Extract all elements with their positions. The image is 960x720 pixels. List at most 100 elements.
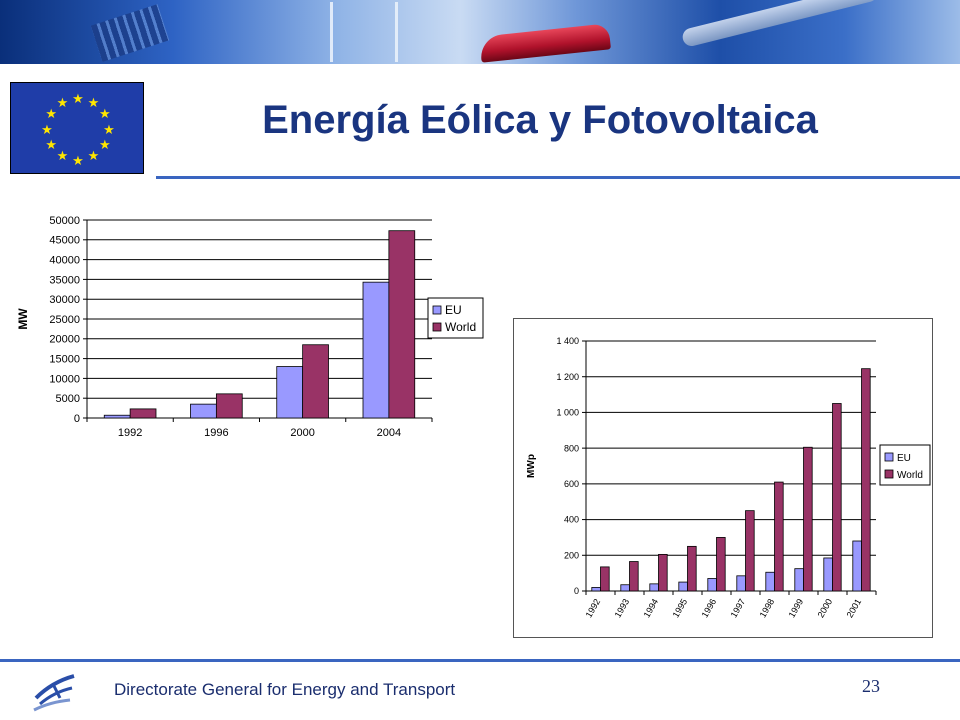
bar-world-1994 [658, 553, 668, 592]
y-tick-label: 20000 [49, 334, 80, 346]
legend-label-eu: EU [897, 453, 911, 464]
bar-eu-1995 [678, 581, 688, 592]
y-tick-label: 25000 [49, 314, 80, 326]
eu-flag-star-icon: ★ [45, 106, 57, 121]
x-tick-label: 2004 [377, 427, 401, 439]
chart-legend: EU World [879, 444, 931, 486]
bar-eu-1994 [649, 583, 659, 592]
bar-eu-1993 [620, 584, 630, 592]
y-tick-label: 1 400 [556, 336, 579, 346]
x-tick-label: 1999 [787, 597, 806, 619]
legend-label-world: World [445, 320, 476, 334]
bar-eu-1992 [591, 587, 601, 592]
bar-eu-1999 [794, 568, 804, 592]
bar-eu-2000 [276, 366, 304, 419]
bar-world-1996 [716, 537, 726, 592]
y-tick-label: 45000 [49, 235, 80, 247]
eu-flag-star-icon: ★ [45, 137, 57, 152]
bar-eu-1996 [190, 403, 217, 419]
bar-eu-1992 [103, 414, 131, 419]
wind-turbine-graphic [330, 2, 333, 62]
bar-world-1997 [745, 510, 755, 592]
bar-world-1992 [129, 408, 157, 419]
bar-world-1996 [215, 393, 243, 419]
legend-swatch-eu [884, 452, 894, 462]
bar-world-2001 [861, 368, 871, 592]
eu-flag-star-icon: ★ [103, 121, 115, 137]
y-tick-label: 400 [564, 515, 579, 525]
chart-legend: EU World [427, 297, 484, 339]
x-tick-label: 2000 [816, 597, 835, 619]
eu-flag-star-icon: ★ [72, 152, 84, 168]
bar-world-2004 [388, 230, 416, 419]
eu-flag-star-icon: ★ [72, 90, 84, 106]
x-tick-label: 1995 [671, 597, 690, 619]
x-tick-label: 1993 [613, 597, 632, 619]
dg-tren-logo [33, 674, 75, 712]
y-tick-label: 0 [574, 586, 579, 596]
bar-eu-1997 [736, 575, 746, 592]
bar-eu-1998 [765, 571, 775, 592]
y-tick-label: 5000 [56, 393, 80, 405]
y-tick-label: 35000 [49, 274, 80, 286]
y-tick-label: 0 [74, 413, 80, 425]
page-number: 23 [862, 676, 880, 696]
y-tick-label: 10000 [49, 373, 80, 385]
legend-label-world: World [897, 470, 923, 481]
y-tick-label: 40000 [49, 254, 80, 266]
x-tick-label: 1992 [118, 427, 142, 439]
y-axis-label: MWp [526, 454, 537, 478]
bar-world-2000 [832, 403, 842, 592]
y-tick-label: 200 [564, 550, 579, 560]
eu-flag-star-icon: ★ [87, 94, 100, 110]
bar-world-1992 [600, 566, 610, 592]
bar-world-1998 [774, 481, 784, 592]
title-divider [156, 176, 960, 179]
bar-eu-1996 [707, 578, 717, 592]
eu-flag-logo: ★ ★ ★ ★ ★ ★ ★ ★ ★ ★ ★ ★ [10, 82, 144, 174]
eu-flag-star-icon: ★ [56, 94, 69, 110]
wind-energy-chart-svg: 0 5000 10000 15000 20000 25000 30000 35000 40000… [16, 215, 484, 439]
eu-flag-star-icon: ★ [87, 148, 100, 164]
wind-turbine-graphic [395, 2, 398, 62]
wind-energy-chart: 0 5000 10000 15000 20000 25000 30000 35000 40000… [15, 208, 495, 460]
x-tick-label: 1996 [204, 427, 228, 439]
x-tick-label: 1992 [584, 597, 603, 619]
y-tick-label: 30000 [49, 294, 80, 306]
eu-flag-star-icon: ★ [41, 121, 53, 137]
bar-world-1995 [687, 545, 697, 592]
legend-swatch-eu [432, 305, 442, 315]
footer-divider [0, 659, 960, 662]
x-tick-label: 1996 [700, 597, 719, 619]
x-tick-label: 1994 [642, 597, 661, 619]
bar-world-2000 [302, 344, 329, 419]
y-tick-label: 1 200 [556, 372, 579, 382]
y-axis-label: MW [16, 308, 30, 330]
eu-flag-star-icon: ★ [99, 137, 111, 152]
bar-world-1999 [803, 446, 813, 592]
slide-title: Energía Eólica y Fotovoltaica [262, 98, 818, 142]
legend-swatch-world [884, 469, 894, 479]
legend-label-eu: EU [445, 303, 462, 317]
bar-world-1993 [629, 561, 639, 592]
train-graphic [478, 23, 612, 63]
bar-eu-2001 [852, 540, 862, 592]
satellite-graphic [90, 4, 170, 62]
y-tick-label: 800 [564, 443, 579, 453]
airplane-graphic [680, 0, 880, 48]
bar-eu-2004 [362, 281, 390, 419]
y-tick-label: 1 000 [556, 408, 579, 418]
y-tick-label: 50000 [49, 215, 80, 227]
photovoltaic-chart: 0 200 400 600 800 1 000 1 200 1 400 1992 1993 1994… [513, 318, 933, 638]
y-tick-label: 600 [564, 479, 579, 489]
header-banner [0, 0, 960, 64]
photovoltaic-chart-svg: 0 200 400 600 800 1 000 1 200 1 400 1992 1993 1994… [526, 336, 931, 619]
eu-flag-star-icon: ★ [56, 148, 69, 164]
eu-flag-star-icon: ★ [99, 106, 111, 121]
legend-swatch-world [432, 322, 442, 332]
footer-organization: Directorate General for Energy and Trans… [114, 680, 456, 699]
x-tick-label: 1997 [729, 597, 748, 619]
y-tick-label: 15000 [49, 353, 80, 365]
bar-eu-2000 [823, 557, 833, 592]
x-tick-label: 2000 [290, 427, 314, 439]
